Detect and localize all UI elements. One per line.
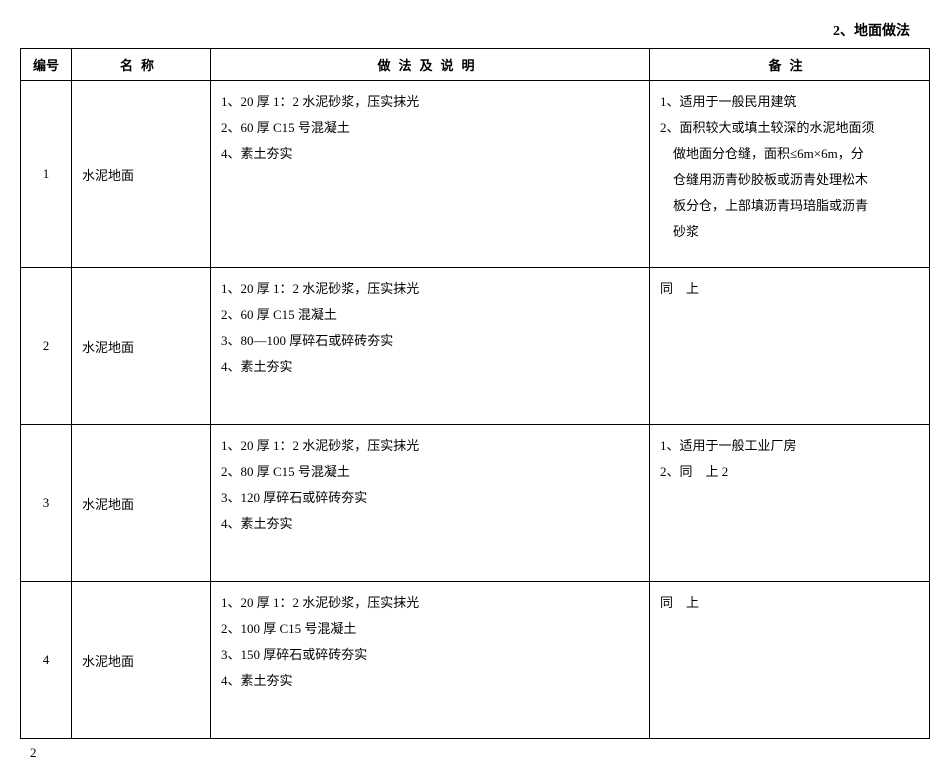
note-line: 同 上 [660, 590, 923, 616]
table-row: 4 水泥地面 1、20 厚 1：2 水泥砂浆，压实抹光 2、100 厚 C15 … [21, 582, 930, 739]
note-line: 砂浆 [660, 219, 923, 245]
page-footer: 2 [30, 745, 930, 761]
method-line: 4、素土夯实 [221, 354, 643, 380]
page-header: 2、地面做法 [20, 20, 930, 40]
table-row: 3 水泥地面 1、20 厚 1：2 水泥砂浆，压实抹光 2、80 厚 C15 号… [21, 425, 930, 582]
table-header-row: 编号 名称 做法及说明 备注 [21, 49, 930, 81]
cell-num: 3 [21, 425, 72, 582]
header-method: 做法及说明 [211, 49, 650, 81]
cell-note: 1、适用于一般民用建筑 2、面积较大或填土较深的水泥地面须 做地面分仓缝，面积≤… [650, 81, 930, 268]
method-line: 3、150 厚碎石或碎砖夯实 [221, 642, 643, 668]
note-line: 1、适用于一般民用建筑 [660, 89, 923, 115]
cell-note: 1、适用于一般工业厂房 2、同 上 2 [650, 425, 930, 582]
table-row: 1 水泥地面 1、20 厚 1：2 水泥砂浆，压实抹光 2、60 厚 C15 号… [21, 81, 930, 268]
cell-method: 1、20 厚 1：2 水泥砂浆，压实抹光 2、60 厚 C15 混凝土 3、80… [211, 268, 650, 425]
cell-num: 2 [21, 268, 72, 425]
cell-num: 1 [21, 81, 72, 268]
method-line: 1、20 厚 1：2 水泥砂浆，压实抹光 [221, 433, 643, 459]
header-num: 编号 [21, 49, 72, 81]
method-line: 2、80 厚 C15 号混凝土 [221, 459, 643, 485]
method-line: 4、素土夯实 [221, 511, 643, 537]
cell-num: 4 [21, 582, 72, 739]
cell-name: 水泥地面 [72, 268, 211, 425]
cell-name: 水泥地面 [72, 582, 211, 739]
method-line: 3、120 厚碎石或碎砖夯实 [221, 485, 643, 511]
method-line: 4、素土夯实 [221, 668, 643, 694]
cell-name: 水泥地面 [72, 81, 211, 268]
header-name: 名称 [72, 49, 211, 81]
cell-method: 1、20 厚 1：2 水泥砂浆，压实抹光 2、100 厚 C15 号混凝土 3、… [211, 582, 650, 739]
note-line: 1、适用于一般工业厂房 [660, 433, 923, 459]
header-note: 备注 [650, 49, 930, 81]
method-line: 2、60 厚 C15 号混凝土 [221, 115, 643, 141]
method-line: 2、100 厚 C15 号混凝土 [221, 616, 643, 642]
floor-methods-table: 编号 名称 做法及说明 备注 1 水泥地面 1、20 厚 1：2 水泥砂浆，压实… [20, 48, 930, 739]
cell-note: 同 上 [650, 582, 930, 739]
method-line: 1、20 厚 1：2 水泥砂浆，压实抹光 [221, 590, 643, 616]
method-line: 3、80—100 厚碎石或碎砖夯实 [221, 328, 643, 354]
table-row: 2 水泥地面 1、20 厚 1：2 水泥砂浆，压实抹光 2、60 厚 C15 混… [21, 268, 930, 425]
method-line: 1、20 厚 1：2 水泥砂浆，压实抹光 [221, 89, 643, 115]
cell-method: 1、20 厚 1：2 水泥砂浆，压实抹光 2、60 厚 C15 号混凝土 4、素… [211, 81, 650, 268]
note-line: 同 上 [660, 276, 923, 302]
method-line: 4、素土夯实 [221, 141, 643, 167]
cell-note: 同 上 [650, 268, 930, 425]
cell-name: 水泥地面 [72, 425, 211, 582]
note-line: 仓缝用沥青砂胶板或沥青处理松木 [660, 167, 923, 193]
method-line: 1、20 厚 1：2 水泥砂浆，压实抹光 [221, 276, 643, 302]
cell-method: 1、20 厚 1：2 水泥砂浆，压实抹光 2、80 厚 C15 号混凝土 3、1… [211, 425, 650, 582]
note-line: 2、面积较大或填土较深的水泥地面须 [660, 115, 923, 141]
note-line: 做地面分仓缝，面积≤6m×6m，分 [660, 141, 923, 167]
note-line: 2、同 上 2 [660, 459, 923, 485]
method-line: 2、60 厚 C15 混凝土 [221, 302, 643, 328]
note-line: 板分仓，上部填沥青玛琣脂或沥青 [660, 193, 923, 219]
